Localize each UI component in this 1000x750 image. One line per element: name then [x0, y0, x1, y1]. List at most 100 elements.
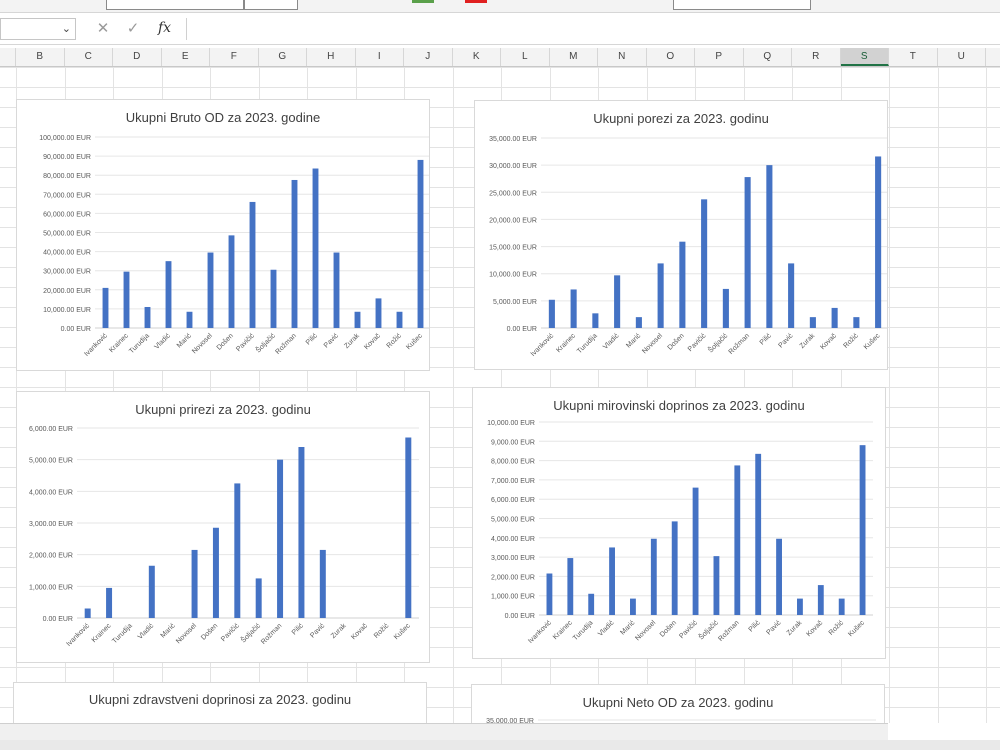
x-tick-label: Vladić [153, 332, 172, 351]
column-header-t[interactable]: T [889, 48, 938, 66]
formula-bar: ⌄ ✕ ✓ fx [0, 14, 1000, 45]
column-header-e[interactable]: E [162, 48, 210, 66]
column-header-m[interactable]: M [550, 48, 598, 66]
column-header-o[interactable]: O [647, 48, 695, 66]
bar [701, 199, 708, 328]
x-tick-label: Došen [659, 619, 678, 638]
x-tick-label: Turudija [128, 332, 151, 355]
bar [817, 585, 824, 615]
column-header-l[interactable]: L [501, 48, 550, 66]
column-header[interactable] [0, 48, 16, 66]
name-box[interactable]: ⌄ [0, 18, 76, 40]
y-tick-label: 35,000.00 EUR [486, 718, 534, 725]
formula-input[interactable] [186, 18, 1000, 40]
chart-mirovinski[interactable]: Ukupni mirovinski doprinos za 2023. godi… [472, 387, 886, 659]
ribbon-style-box[interactable] [673, 0, 811, 10]
chevron-down-icon[interactable]: ⌄ [61, 23, 71, 35]
x-tick-label: Vladić [137, 622, 156, 641]
column-header-f[interactable]: F [210, 48, 259, 66]
bar [319, 549, 326, 618]
bar [592, 313, 599, 328]
x-tick-label: Ivanković [83, 332, 109, 358]
column-header-c[interactable]: C [65, 48, 113, 66]
column-header-r[interactable]: R [792, 48, 841, 66]
x-tick-label: Pilić [291, 622, 305, 636]
column-header-d[interactable]: D [113, 48, 162, 66]
chart-prirezi[interactable]: Ukupni prirezi za 2023. godinu 0.00 EUR 1… [16, 391, 430, 663]
x-tick-label: Novosel [634, 619, 657, 642]
y-tick-label: 7,000.00 EUR [491, 478, 535, 485]
column-header-h[interactable]: H [307, 48, 356, 66]
y-tick-label: 20,000.00 EUR [489, 217, 537, 224]
bar [333, 252, 340, 328]
ribbon-font-box[interactable] [106, 0, 244, 10]
bar [354, 311, 361, 328]
x-tick-label: Kovač [806, 619, 825, 638]
grid-column-line [453, 67, 454, 723]
x-tick-label: Kovač [363, 332, 382, 351]
x-tick-label: Kovač [819, 332, 838, 351]
x-tick-label: Rožman [275, 332, 298, 355]
x-tick-label: Ivanković [527, 619, 553, 645]
bar [165, 261, 172, 328]
x-tick-label: Ivanković [66, 622, 92, 648]
column-header-i[interactable]: I [356, 48, 404, 66]
y-tick-label: 6,000.00 EUR [491, 497, 535, 504]
x-tick-label: Zurak [799, 332, 817, 350]
x-tick-label: Kušec [863, 332, 882, 351]
font-color-swatch[interactable] [465, 0, 487, 3]
bar [191, 549, 198, 618]
column-header-k[interactable]: K [453, 48, 501, 66]
insert-function-button[interactable]: fx [158, 20, 172, 36]
x-tick-label: Rožman [260, 622, 283, 645]
x-tick-label: Pavičić [235, 332, 256, 353]
bar [776, 538, 782, 615]
column-header-p[interactable]: P [695, 48, 744, 66]
x-tick-label: Pavičić [678, 619, 699, 640]
bar [84, 608, 91, 618]
x-tick-label: Marić [160, 622, 177, 639]
column-header-g[interactable]: G [259, 48, 307, 66]
chart-title: Ukupni Neto OD za 2023. godinu [582, 695, 774, 710]
x-tick-label: Turudija [576, 332, 599, 355]
bar [614, 275, 621, 328]
bar [630, 598, 636, 615]
y-tick-label: 0.00 EUR [505, 613, 535, 620]
column-header-b[interactable]: B [16, 48, 65, 66]
chart-bruto[interactable]: Ukupni Bruto OD za 2023. godine 0.00 EUR… [16, 99, 430, 371]
check-icon[interactable]: ✓ [126, 20, 140, 37]
chart-title: Ukupni mirovinski doprinos za 2023. godi… [553, 398, 805, 413]
bar [375, 298, 382, 328]
bar [186, 311, 193, 328]
bar [312, 168, 319, 328]
y-tick-label: 30,000.00 EUR [489, 163, 537, 170]
x-tick-label: Došen [200, 622, 219, 641]
bar [255, 578, 262, 618]
horizontal-scrollbar[interactable] [0, 723, 888, 741]
column-header-q[interactable]: Q [744, 48, 792, 66]
bar [249, 201, 256, 328]
x-tick-label: Rožić [842, 332, 860, 350]
y-tick-label: 3,000.00 EUR [491, 555, 535, 562]
x-tick-label: Kušec [393, 622, 412, 641]
y-tick-label: 15,000.00 EUR [489, 245, 537, 252]
column-header-u[interactable]: U [938, 48, 986, 66]
bar [396, 311, 403, 328]
x-tick-label: Krainec [91, 622, 113, 644]
chart-porezi[interactable]: Ukupni porezi za 2023. godinu 0.00 EUR 5,… [474, 100, 888, 370]
ribbon-size-box[interactable] [244, 0, 298, 10]
column-header-j[interactable]: J [404, 48, 453, 66]
bar [298, 447, 305, 618]
x-tick-label: Pavičić [220, 622, 241, 643]
y-tick-label: 100,000.00 EUR [39, 135, 91, 142]
column-header-s[interactable]: S [840, 48, 889, 66]
fill-color-swatch[interactable] [412, 0, 434, 3]
x-tick-label: Došen [216, 332, 235, 351]
column-header-n[interactable]: N [598, 48, 647, 66]
bar [144, 306, 151, 328]
close-icon[interactable]: ✕ [96, 20, 110, 37]
x-tick-label: Kušec [405, 332, 424, 351]
bar [228, 235, 235, 328]
y-tick-label: 80,000.00 EUR [43, 173, 91, 180]
